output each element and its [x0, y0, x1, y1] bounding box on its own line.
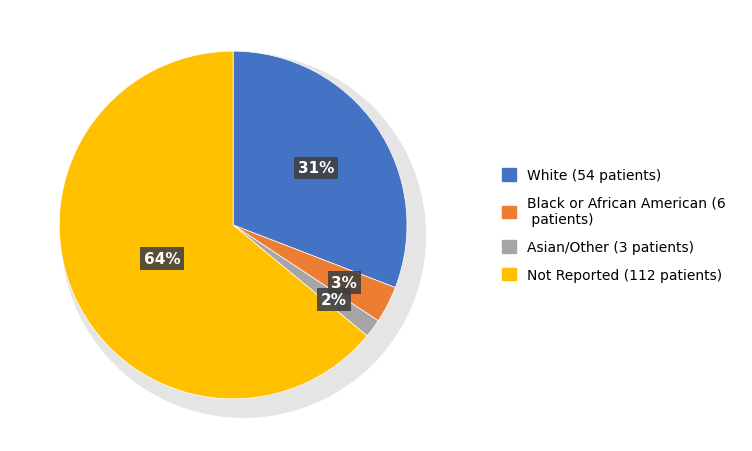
Text: 31%: 31% — [298, 161, 335, 176]
Text: 3%: 3% — [332, 275, 357, 290]
Legend: White (54 patients), Black or African American (6
 patients), Asian/Other (3 pat: White (54 patients), Black or African Am… — [502, 169, 726, 282]
Text: 2%: 2% — [320, 292, 347, 307]
Wedge shape — [233, 226, 378, 336]
Text: 64%: 64% — [144, 251, 180, 266]
Ellipse shape — [61, 54, 426, 418]
Wedge shape — [233, 226, 396, 321]
Wedge shape — [233, 52, 407, 288]
Wedge shape — [59, 52, 367, 399]
